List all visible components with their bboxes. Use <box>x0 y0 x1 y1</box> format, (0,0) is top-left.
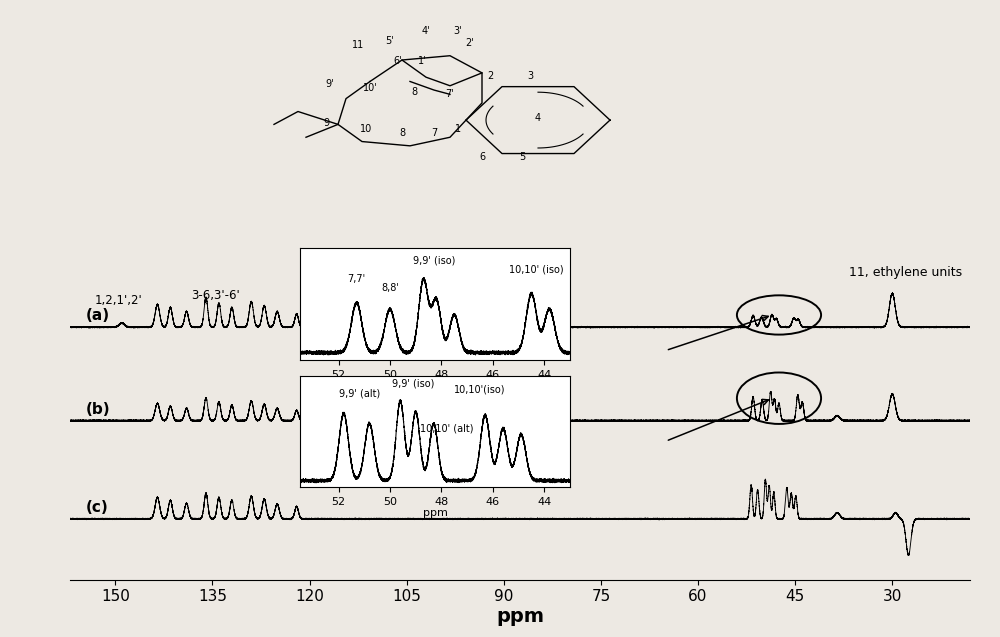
Text: 11: 11 <box>352 40 364 50</box>
Text: 10': 10' <box>363 83 377 93</box>
Text: 4': 4' <box>422 26 430 36</box>
Text: 8,8': 8,8' <box>381 283 399 293</box>
Text: 9: 9 <box>323 118 329 127</box>
Text: 8: 8 <box>411 87 417 97</box>
Text: 2: 2 <box>487 71 493 81</box>
Text: 7': 7' <box>446 89 454 99</box>
Text: 3': 3' <box>454 26 462 36</box>
Text: 7,7': 7,7' <box>348 274 366 284</box>
Text: 3-6,3'-6': 3-6,3'-6' <box>191 289 240 302</box>
Text: 10: 10 <box>360 124 372 134</box>
Text: 1: 1 <box>455 124 461 134</box>
Text: (a): (a) <box>86 308 110 324</box>
Text: 10,10'(iso): 10,10'(iso) <box>454 385 506 394</box>
X-axis label: ppm: ppm <box>423 508 447 519</box>
X-axis label: ppm: ppm <box>496 607 544 626</box>
Text: 10,10' (alt): 10,10' (alt) <box>420 424 473 434</box>
Text: 1,2,1',2': 1,2,1',2' <box>95 294 142 307</box>
Text: 9': 9' <box>326 79 334 89</box>
Text: 1': 1' <box>418 57 426 66</box>
Text: (b): (b) <box>86 402 111 417</box>
Text: 3: 3 <box>527 71 533 81</box>
X-axis label: ppm: ppm <box>423 381 447 391</box>
Text: (c): (c) <box>86 500 109 515</box>
Text: 8: 8 <box>399 128 405 138</box>
Text: 10,10' (iso): 10,10' (iso) <box>509 265 564 275</box>
Text: 9,9' (iso): 9,9' (iso) <box>392 379 434 389</box>
Text: 4: 4 <box>535 113 541 124</box>
Text: 7: 7 <box>431 128 437 138</box>
Text: 6: 6 <box>479 152 485 162</box>
Text: 11, ethylene units: 11, ethylene units <box>849 266 962 278</box>
Text: 9,9' (alt): 9,9' (alt) <box>339 389 380 399</box>
Text: 9,9' (iso): 9,9' (iso) <box>413 256 455 266</box>
Text: 5: 5 <box>519 152 525 162</box>
Text: 6': 6' <box>394 57 402 66</box>
Text: 2': 2' <box>466 38 474 48</box>
Text: 5': 5' <box>386 36 394 46</box>
